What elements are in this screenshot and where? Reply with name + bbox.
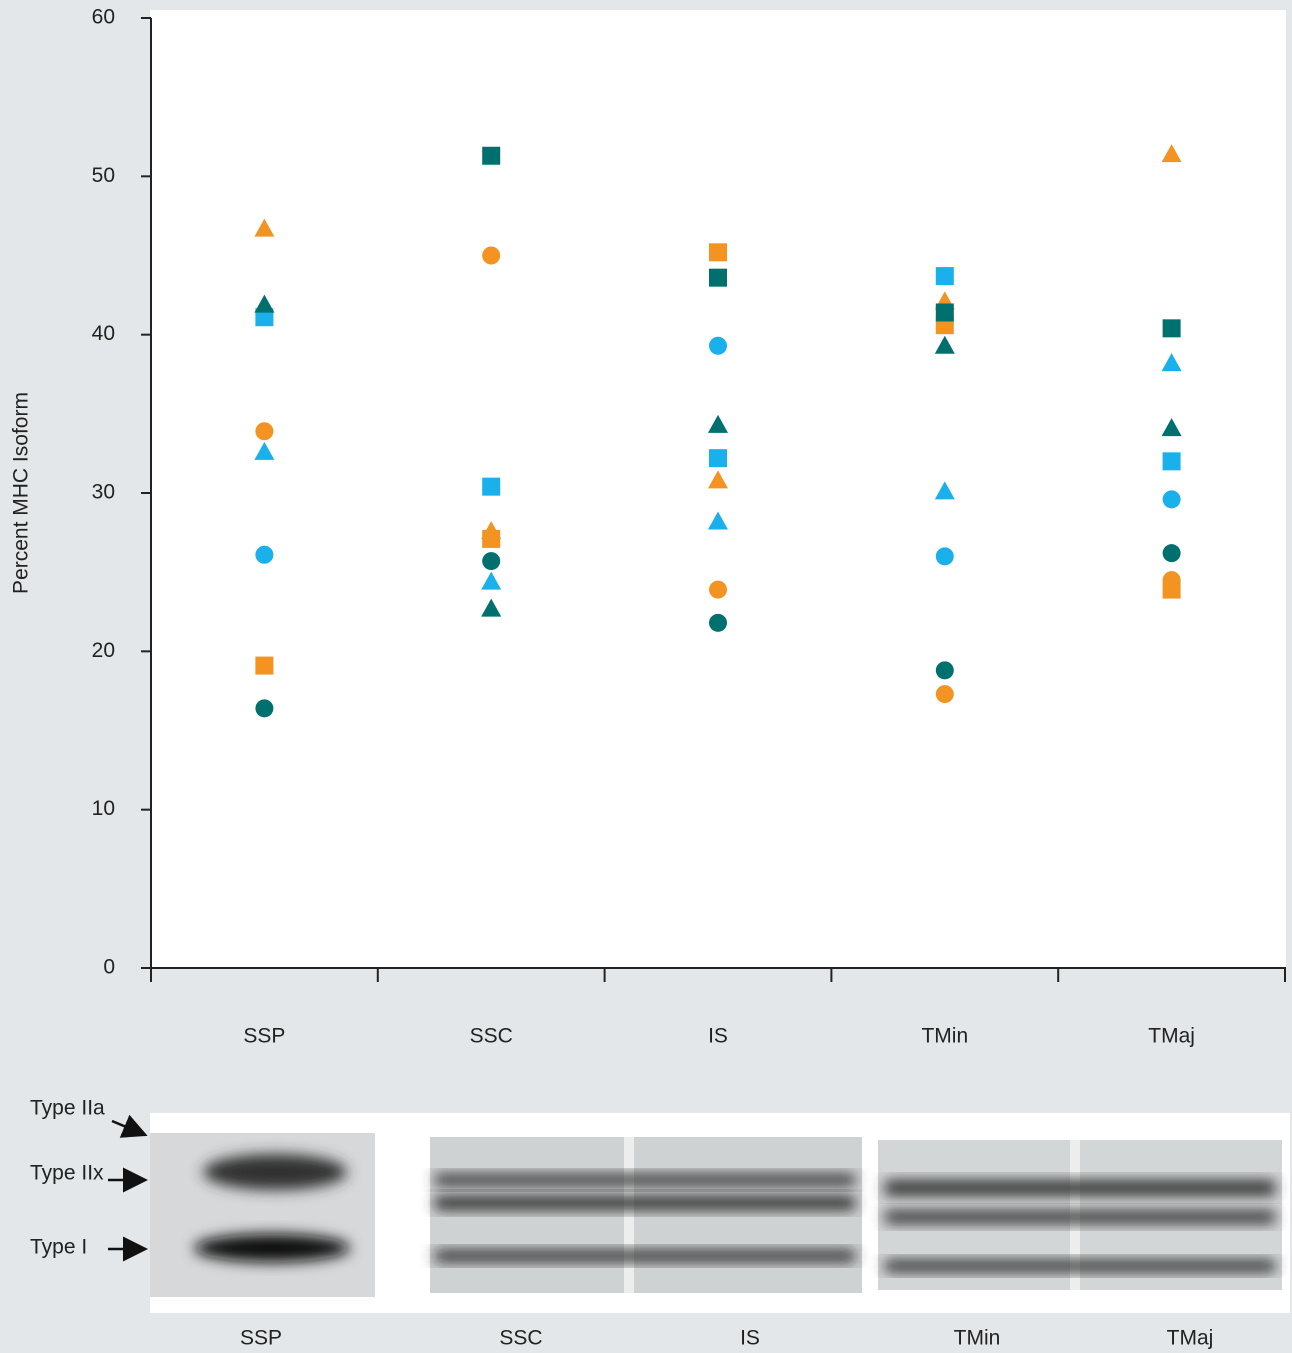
point xyxy=(936,661,954,679)
plot-area xyxy=(150,10,1286,968)
gel-band xyxy=(885,1210,1275,1224)
gel-band xyxy=(885,1180,1275,1196)
point xyxy=(936,685,954,703)
y-tick-label: 50 xyxy=(92,164,115,187)
y-tick-label: 60 xyxy=(92,6,115,29)
point xyxy=(482,247,500,265)
lane-label: TMin xyxy=(954,1327,1001,1350)
point xyxy=(936,267,954,285)
point xyxy=(709,269,727,287)
point xyxy=(255,546,273,564)
y-tick-label: 20 xyxy=(92,639,115,662)
gel-band xyxy=(194,1234,350,1262)
lane-label: SSC xyxy=(499,1327,542,1350)
gel-gap xyxy=(624,1137,634,1293)
x-tick-label: TMin xyxy=(921,1025,968,1048)
point xyxy=(255,699,273,717)
y-tick-label: 0 xyxy=(103,956,115,979)
x-tick-label: SSC xyxy=(470,1025,513,1048)
y-axis-title: Percent MHC Isoform xyxy=(10,392,33,594)
point xyxy=(1163,319,1181,337)
point xyxy=(482,552,500,570)
gel-panel: Type IIa Type IIx Type I SSP SSC IS TMin… xyxy=(30,1097,1290,1350)
point xyxy=(936,547,954,565)
page: Percent MHC Isoform Type IIa Type IIx Ty… xyxy=(0,0,1292,1353)
x-tick-label: IS xyxy=(708,1025,728,1048)
x-tick-label: TMaj xyxy=(1148,1025,1195,1048)
point xyxy=(255,422,273,440)
band-label: Type IIx xyxy=(30,1162,104,1185)
point xyxy=(1163,490,1181,508)
point xyxy=(709,614,727,632)
gel-band xyxy=(435,1196,855,1210)
point xyxy=(709,449,727,467)
point xyxy=(709,337,727,355)
band-label: Type IIa xyxy=(30,1097,105,1120)
y-tick-label: 30 xyxy=(92,481,115,504)
x-tick-label: SSP xyxy=(243,1025,285,1048)
point xyxy=(255,657,273,675)
lane-label: SSP xyxy=(240,1327,282,1350)
y-tick-label: 10 xyxy=(92,797,115,820)
gel-band xyxy=(435,1174,855,1186)
gel-lane xyxy=(430,1137,862,1293)
point xyxy=(709,581,727,599)
gel-band xyxy=(435,1250,855,1262)
lane-label: IS xyxy=(740,1327,760,1350)
lane-label: TMaj xyxy=(1167,1327,1214,1350)
point xyxy=(1163,581,1181,599)
band-label: Type I xyxy=(30,1236,87,1259)
y-tick-label: 40 xyxy=(92,322,115,345)
point xyxy=(936,304,954,322)
point xyxy=(1163,452,1181,470)
point xyxy=(482,478,500,496)
point xyxy=(482,147,500,165)
gel-band xyxy=(203,1154,347,1190)
figure: Percent MHC Isoform Type IIa Type IIx Ty… xyxy=(0,0,1292,1353)
point xyxy=(1163,544,1181,562)
point xyxy=(482,530,500,548)
gel-band xyxy=(885,1260,1275,1272)
point xyxy=(709,243,727,261)
